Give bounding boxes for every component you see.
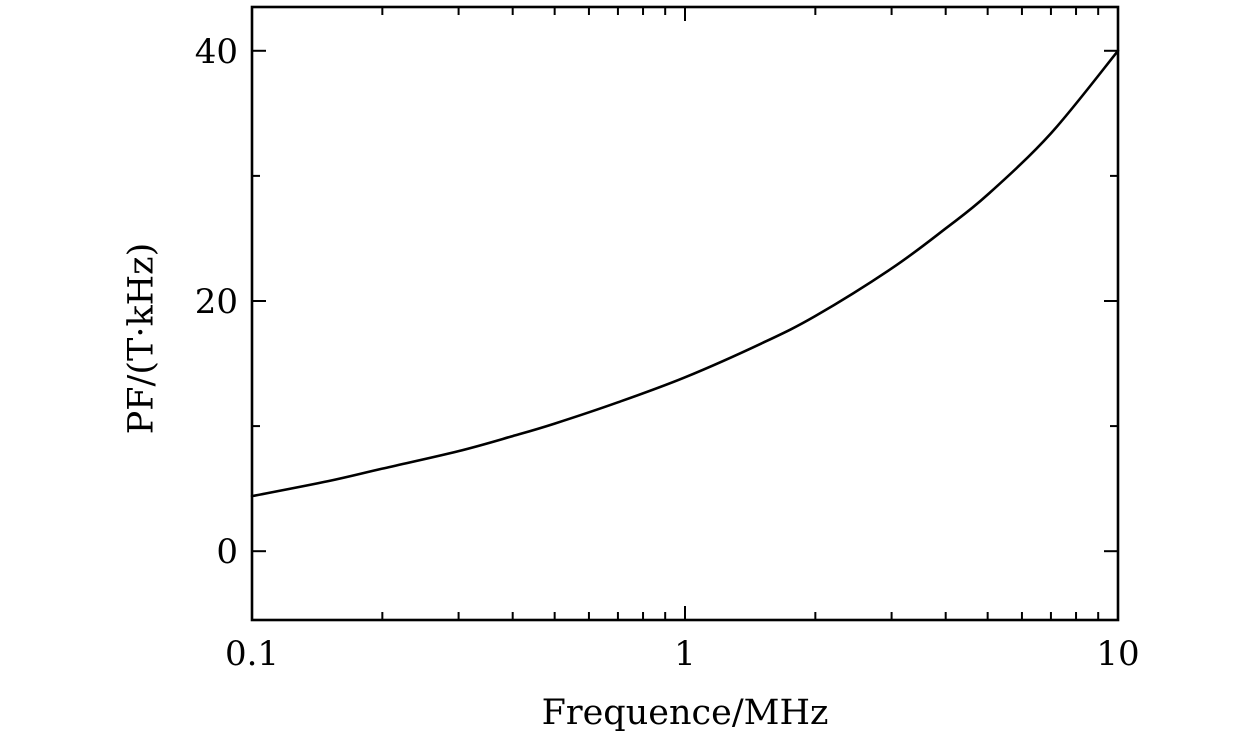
- x-axis-label: Frequence/MHz: [542, 693, 829, 733]
- y-tick-label: 20: [195, 282, 238, 322]
- x-tick-label: 1: [674, 634, 696, 674]
- plot-frame: [250, 5, 1120, 622]
- series-line: [250, 49, 1120, 498]
- x-tick-label: 10: [1096, 634, 1139, 674]
- y-axis-label: PF/(T·kHz): [122, 243, 162, 435]
- major-ticks: [251, 7, 1119, 620]
- minor-ticks: [252, 7, 1118, 620]
- y-tick-label: 0: [216, 532, 238, 572]
- y-tick-label: 40: [195, 32, 238, 72]
- y-tick-labels: 0 20 40: [195, 32, 238, 572]
- x-tick-label: 0.1: [225, 634, 279, 674]
- x-tick-labels: 0.1 1 10: [225, 634, 1140, 674]
